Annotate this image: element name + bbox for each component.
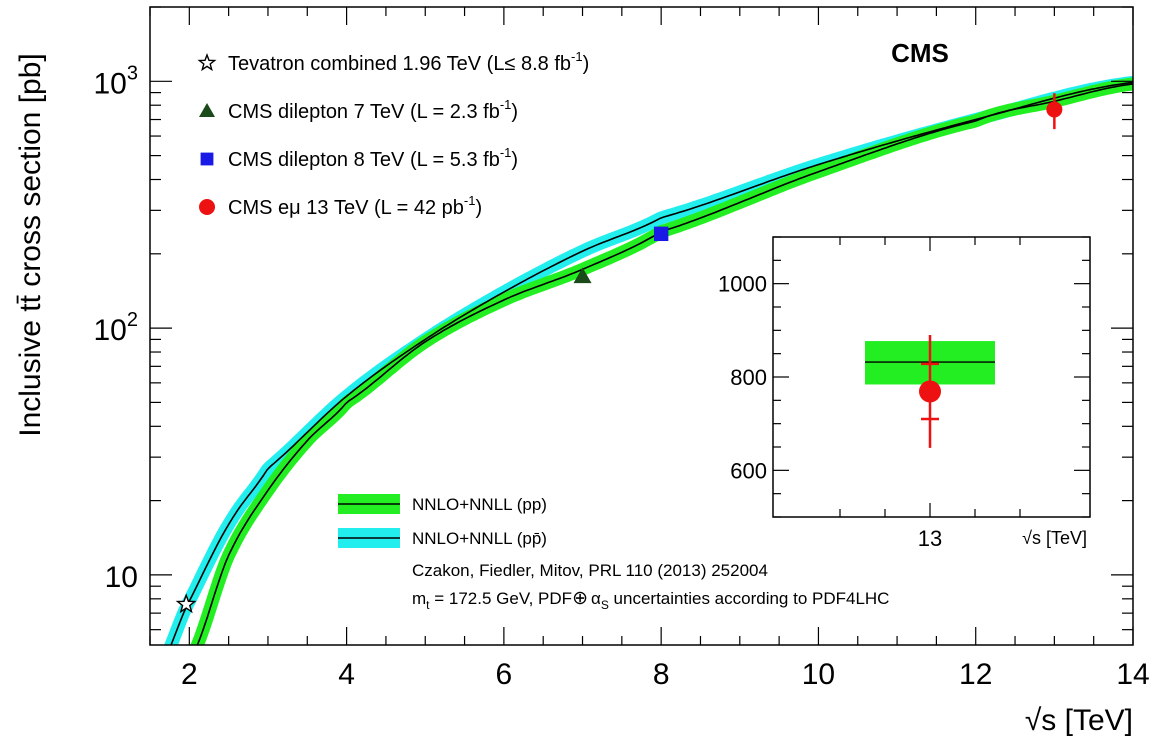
y-tick-label: 102 [94,309,139,347]
x-tick-label: 8 [653,658,670,691]
legend-theory-label: NNLO+NNLL (pp) [412,495,547,514]
x-axis-ticks: 2 4 6 8 10 12 14 [149,7,1150,691]
inset-y-tick-label: 1000 [718,272,767,297]
legend-label: CMS eμ 13 TeV (L = 42 pb-1) [228,193,482,219]
data-point-circle [1046,101,1063,118]
legend-marker-triangle [199,103,215,117]
legend-label: CMS dilepton 8 TeV (L = 5.3 fb-1) [228,145,518,171]
data-points [175,93,1063,614]
data-point-triangle [573,267,592,284]
legend-label: CMS dilepton 7 TeV (L = 2.3 fb-1) [228,97,518,123]
x-axis-label: √s [TeV] [1025,704,1133,737]
inset-data-point [919,380,941,403]
legend-marker-circle [199,199,215,215]
inset-y-tick-label: 800 [730,365,767,390]
curve-ppbar [170,81,1133,645]
x-tick-label: 14 [1116,658,1149,691]
mass-uncertainty-text: mt = 172.5 GeV, PDF⊕ αS uncertainties acc… [412,588,889,612]
data-point-square [653,226,669,242]
legend-marker-star [197,53,217,72]
inset-x-axis-label: √s [TeV] [1022,528,1087,548]
citation-text: Czakon, Fiedler, Mitov, PRL 110 (2013) 2… [412,561,768,580]
plot-border [149,6,1134,646]
x-tick-label: 12 [959,658,992,691]
x-tick-label: 6 [496,658,513,691]
inset-x-tick-label: 13 [918,526,942,551]
y-tick-label: 10 [105,561,138,594]
chart-title: CMS [891,38,949,68]
legend-label: Tevatron combined 1.96 TeV (L≤ 8.8 fb-1) [228,49,589,75]
x-tick-label: 10 [802,658,835,691]
inset-y-tick-label: 600 [730,458,767,483]
legend-measurements: Tevatron combined 1.96 TeV (L≤ 8.8 fb-1)… [197,49,589,219]
inset-panel: 1000 800 600 13 √s [TeV] [718,236,1091,551]
legend-marker-square [200,152,214,166]
legend-theory-label: NNLO+NNLL (pp̄) [412,529,547,548]
y-axis-label: Inclusive tt̄ cross section [pb] [14,53,47,437]
data-point-star [175,593,197,614]
y-tick-label: 103 [94,62,139,100]
y-axis-ticks: 103 102 10 [94,6,1133,631]
plot-frame [149,6,1134,646]
legend-theory: NNLO+NNLL (pp) NNLO+NNLL (pp̄) [338,494,547,548]
x-tick-label: 4 [338,658,355,691]
x-tick-label: 2 [181,658,198,691]
